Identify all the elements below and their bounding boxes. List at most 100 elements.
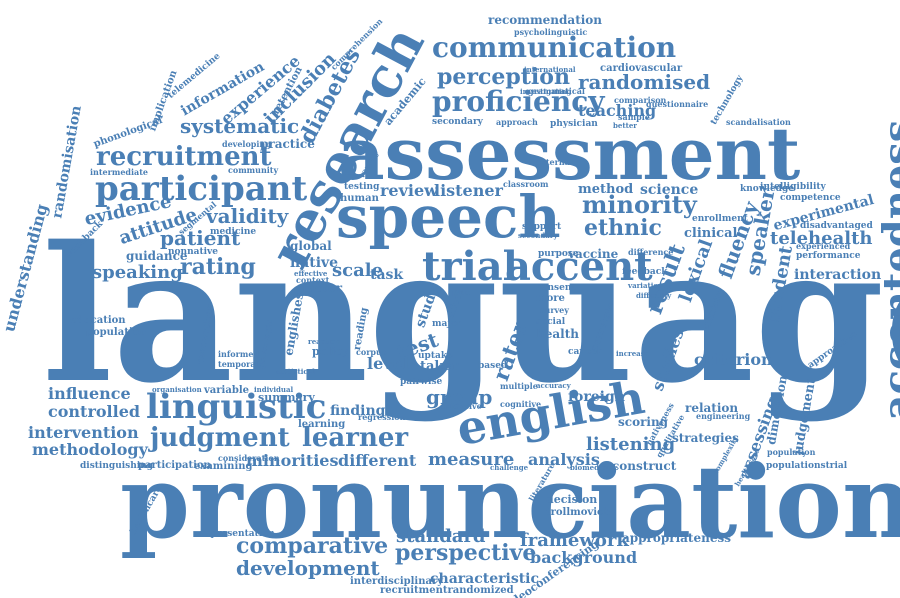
word-group: group	[426, 385, 493, 409]
word-clinical: clinical	[684, 226, 738, 241]
word-listener: listener	[434, 181, 503, 200]
word-factor: factor	[302, 281, 343, 295]
word-relation: relation	[685, 401, 739, 415]
word-disadvantaged: disadvantaged	[800, 221, 873, 231]
word-physician: physician	[550, 119, 598, 129]
word-external: external	[536, 157, 573, 167]
word-construct: construct	[612, 459, 677, 473]
word-finding: finding	[330, 403, 386, 419]
word-learning: learning	[298, 419, 346, 430]
word-organisation: organisation	[152, 385, 202, 394]
word-characteristic: characteristic	[430, 571, 540, 587]
word-cognitive: cognitive	[500, 399, 542, 409]
word-pairwise: pairwise	[400, 377, 443, 387]
word-investigating: investigating	[520, 87, 572, 96]
word-extensive: extensive	[440, 401, 482, 411]
word-support: support	[522, 222, 562, 232]
word-intervention: intervention	[28, 423, 139, 442]
word-influence: influence	[48, 384, 131, 403]
word-speaking: speaking	[92, 262, 183, 283]
word-developing: developing	[222, 139, 271, 149]
word-sample: sample	[618, 112, 650, 122]
word-experienced: experienced	[796, 241, 851, 251]
word-examining: examining	[194, 461, 253, 472]
word-background: background	[530, 548, 638, 567]
word-native: native	[290, 255, 339, 271]
word-framework: framework	[520, 530, 629, 551]
word-variation: variation	[628, 281, 664, 290]
word-health: health	[536, 327, 579, 341]
word-judgment: judgment	[150, 423, 290, 453]
word-approach: approach	[496, 117, 538, 127]
word-task: task	[370, 267, 404, 283]
word-population: population	[86, 327, 147, 338]
word-participation: participation	[138, 460, 211, 471]
word-uptake: uptake	[418, 351, 453, 361]
word-listening: listening	[586, 434, 676, 455]
word-analysis: analysis	[528, 450, 600, 469]
word-purpose: purpose	[538, 249, 579, 259]
word-randomisation: randomisation	[49, 104, 85, 220]
word-feedback: feedback	[622, 267, 668, 277]
word-better: better	[613, 121, 637, 130]
word-global: global	[290, 239, 332, 253]
word-recommendation: recommendation	[488, 13, 603, 27]
word-rating: rating	[180, 254, 256, 280]
word-speech: speech	[336, 183, 561, 251]
word-cardiovascular: cardiovascular	[600, 63, 683, 74]
word-interaction: interaction	[794, 267, 882, 283]
word-science: science	[640, 182, 699, 198]
word-criterion: criterion	[694, 350, 773, 369]
word-knowledge: knowledge	[740, 184, 794, 194]
word-perspective: perspective	[395, 540, 537, 566]
word-international: international	[524, 65, 576, 74]
word-perception: perception	[437, 64, 570, 90]
word-corpus: corpus	[356, 347, 387, 357]
word-accentedness: accentedness	[874, 119, 900, 421]
word-practice: practice	[260, 137, 315, 151]
word-medicine: medicine	[210, 227, 257, 237]
word-accent: accent	[505, 243, 653, 290]
word-grammatical: grammatical	[528, 86, 585, 96]
word-challenge: challenge	[490, 463, 529, 472]
word-taker: taker	[420, 359, 459, 374]
word-survey: survey	[540, 305, 569, 315]
word-individual: individual	[254, 385, 294, 394]
word-policy: policy	[312, 345, 349, 358]
word-strategies: strategies	[672, 431, 739, 445]
word-linguistic: linguistic	[146, 387, 327, 427]
word-statistical: statistical	[276, 367, 315, 376]
word-validity: validity	[206, 204, 289, 228]
word-telehealth: telehealth	[770, 228, 873, 249]
word-psycholinguistic: psycholinguistic	[514, 27, 588, 37]
word-distinguishing: distinguishing	[80, 461, 154, 471]
word-comparative: comparative	[236, 533, 389, 559]
word-population-b: population	[767, 447, 816, 457]
word-minority: minority	[582, 190, 697, 219]
word-recruitmentrandomized: recruitmentrandomized	[380, 585, 514, 596]
word-patient: patient	[160, 226, 241, 250]
word-interdisciplinary: interdisciplinary	[350, 576, 444, 587]
word-temporal: temporal	[218, 359, 259, 369]
word-regression: regression	[358, 412, 406, 422]
word-enrollment: enrollment	[692, 214, 748, 224]
word-nonnative: nonnative	[168, 247, 218, 257]
word-teaching: teaching	[578, 101, 657, 120]
word-variable: variable	[204, 385, 249, 396]
word-based: based	[478, 361, 508, 371]
word-questionnaire: questionnaire	[646, 99, 709, 109]
word-assessment: assessment	[338, 111, 801, 196]
word-scandalisation: scandalisation	[726, 117, 791, 127]
word-recruitment: recruitment	[96, 142, 272, 172]
word-competence: competence	[780, 193, 841, 203]
word-scoring: scoring	[618, 415, 669, 429]
word-context: context	[296, 275, 330, 285]
word-secondary-b: secondary	[518, 231, 558, 240]
word-major: major	[432, 319, 462, 329]
word-appropriateness: appropriateness	[622, 531, 731, 545]
word-difference: difference	[628, 247, 674, 257]
word-consent: consent	[536, 283, 576, 293]
word-community: community	[228, 165, 279, 175]
word-cancer: cancer	[568, 347, 602, 357]
word-learner: learner	[302, 423, 409, 453]
